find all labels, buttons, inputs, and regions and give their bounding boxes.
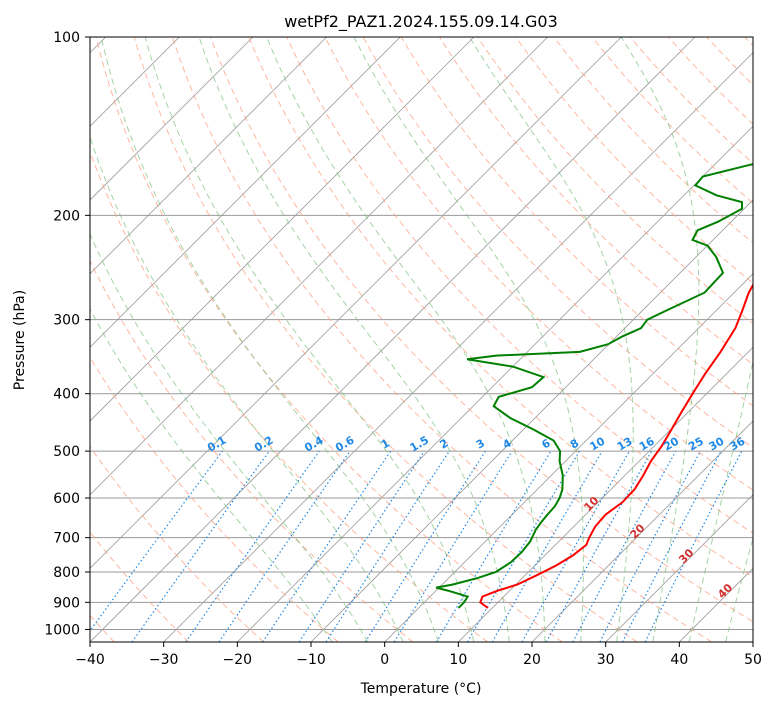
y-tick-label: 400 [53, 387, 80, 403]
isotherm-line [90, 37, 254, 201]
y-tick-label: 700 [53, 531, 80, 547]
dry-adiabat-line [286, 37, 753, 534]
isotherm-line [90, 37, 475, 422]
moist-adiabat-line [144, 37, 475, 642]
x-tick-label: 40 [670, 652, 688, 668]
isotherm-line [163, 52, 753, 642]
y-tick-label: 200 [53, 208, 80, 224]
mixing-ratio-line [298, 450, 425, 642]
isotherm-line [90, 37, 622, 569]
isotherm-line [605, 494, 753, 642]
isotherm-line [384, 273, 753, 642]
mixing-ratio-line [572, 450, 677, 642]
axis-ticks: −40 −30 −20 −10 0 10 20 30 40 50 100 200 300 400 500 60… [44, 30, 762, 668]
isotherm-line [458, 346, 753, 642]
moist-adiabat-line [198, 37, 510, 642]
mixing-ratio-line [218, 450, 351, 642]
moist-adiabat-line [100, 37, 439, 642]
y-tick-label: 500 [53, 444, 80, 460]
x-tick-label: −30 [149, 652, 179, 668]
x-tick-label: 0 [380, 652, 389, 668]
background-lines [90, 37, 753, 642]
x-tick-label: 30 [597, 652, 615, 668]
x-tick-label: −10 [296, 652, 326, 668]
dry-adiabat-line [515, 37, 753, 284]
mixing-ratio-line [521, 450, 631, 642]
isotherm-line [531, 420, 753, 642]
isotherm-line [90, 37, 696, 642]
y-tick-label: 800 [53, 565, 80, 581]
y-tick-label: 300 [53, 313, 80, 329]
isotherm-line [90, 37, 327, 275]
moist-adiabat-line [688, 358, 753, 642]
moist-adiabat-line [620, 37, 700, 642]
x-tick-label: 10 [449, 652, 467, 668]
dry-adiabat-line [324, 37, 753, 491]
x-axis-label: Temperature (°C) [360, 681, 482, 697]
mixing-ratio-line [545, 450, 653, 642]
x-tick-label: 20 [523, 652, 541, 668]
sounding-profiles [435, 163, 753, 609]
y-tick-label: 1000 [44, 622, 80, 638]
isotherm-line [90, 37, 548, 496]
y-tick-label: 600 [53, 491, 80, 507]
chart-title: wetPf2_PAZ1.2024.155.09.14.G03 [284, 12, 558, 32]
y-tick-label: 100 [53, 30, 80, 46]
moist-adiabat-line [90, 135, 404, 642]
dry-adiabat-line [90, 259, 414, 642]
x-tick-label: 50 [744, 652, 762, 668]
dry-adiabat-line [133, 37, 638, 642]
dry-adiabat-line [210, 37, 753, 623]
dry-adiabat-line [171, 37, 712, 642]
isotherm-line [237, 125, 753, 642]
moist-adiabat-line [725, 536, 753, 642]
mixing-ratio-line [131, 450, 270, 642]
dry-adiabat-line [248, 37, 753, 578]
mixing-ratio-line [90, 450, 223, 632]
moist-adiabat-line [266, 37, 546, 642]
y-tick-label: 900 [53, 595, 80, 611]
isotherm-line [90, 37, 401, 348]
mixing-ratio-line [393, 450, 513, 642]
plot-background [90, 37, 753, 642]
isotherm-line [752, 641, 753, 642]
mixing-ratio-line [262, 450, 392, 642]
moist-adiabat-line [353, 37, 584, 642]
y-axis-label: Pressure (hPa) [12, 290, 28, 390]
x-tick-label: −40 [75, 652, 105, 668]
mixing-ratio-line [325, 450, 450, 642]
dewpoint-profile [435, 163, 753, 609]
mixing-ratio-line [185, 450, 320, 642]
moist-adiabat-line [90, 308, 333, 642]
plot-frame [89, 36, 754, 643]
dry-adiabat-line [90, 445, 264, 642]
dry-adiabat-line [95, 37, 563, 642]
mixing-ratio-line [644, 450, 743, 642]
moist-adiabat-line [90, 232, 369, 642]
dry-adiabat-line [90, 356, 339, 642]
x-tick-label: −20 [223, 652, 253, 668]
temperature-profile [479, 282, 753, 609]
